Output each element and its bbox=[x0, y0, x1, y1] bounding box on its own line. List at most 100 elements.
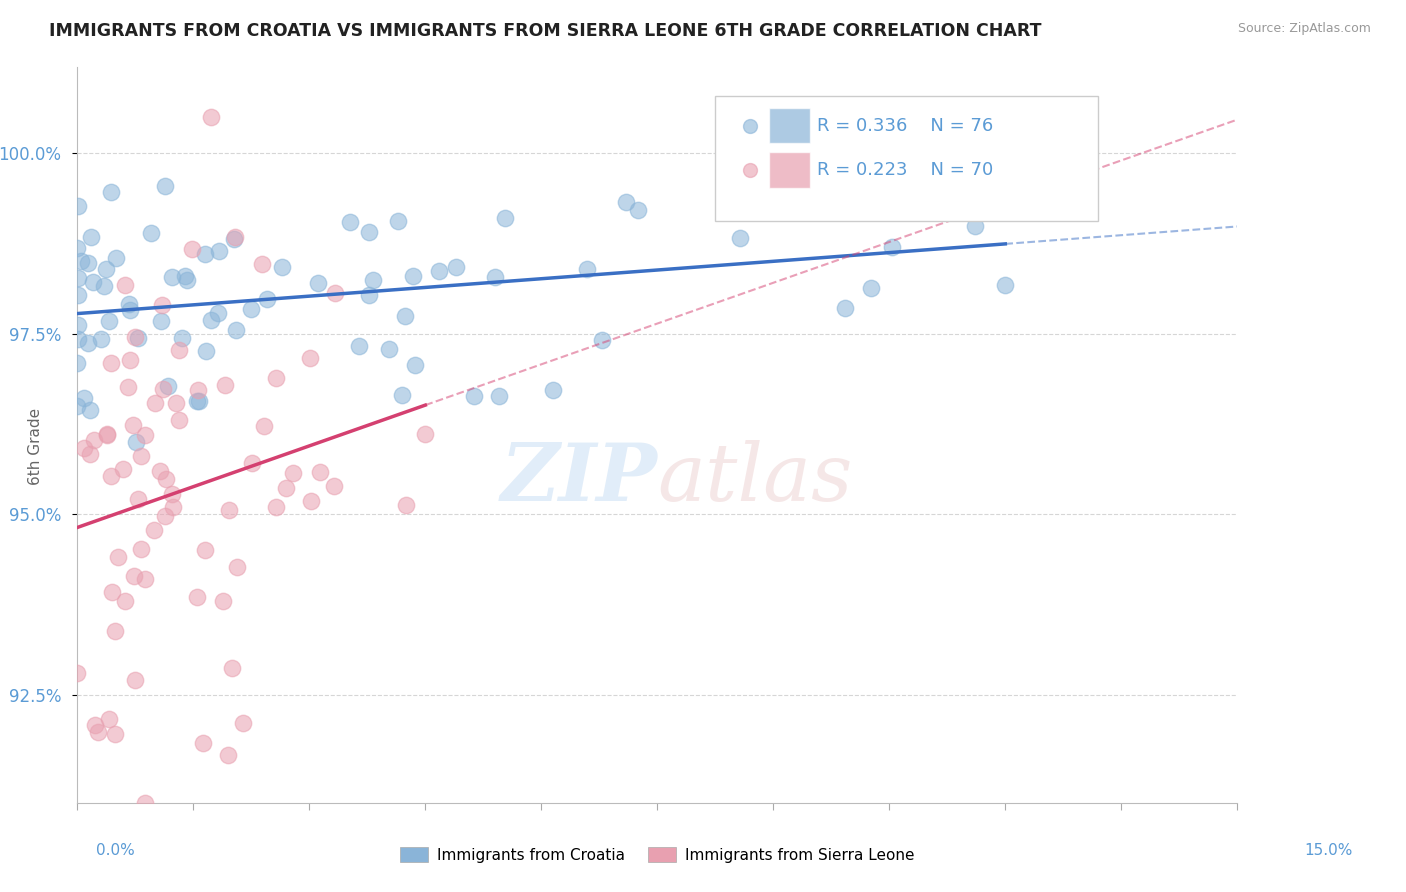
Point bbox=[129, 449, 152, 463]
Point bbox=[93, 279, 115, 293]
Point bbox=[100, 585, 122, 599]
Point bbox=[250, 256, 273, 270]
Point bbox=[96, 427, 118, 442]
Text: R = 0.336    N = 76: R = 0.336 N = 76 bbox=[817, 117, 994, 135]
Point bbox=[299, 351, 322, 365]
Point bbox=[363, 273, 385, 287]
Point bbox=[153, 509, 176, 524]
Text: 15.0%: 15.0% bbox=[1305, 843, 1353, 858]
Point bbox=[152, 382, 174, 396]
Point bbox=[118, 353, 141, 368]
Point bbox=[122, 568, 145, 582]
Point bbox=[207, 306, 229, 320]
Point bbox=[100, 469, 122, 483]
Point bbox=[429, 264, 451, 278]
FancyBboxPatch shape bbox=[769, 108, 810, 144]
Point bbox=[307, 276, 329, 290]
Point bbox=[162, 500, 184, 515]
Point bbox=[103, 727, 125, 741]
Point bbox=[404, 359, 426, 373]
Point bbox=[834, 301, 856, 316]
Point bbox=[224, 230, 246, 244]
Point bbox=[186, 383, 208, 397]
Point bbox=[186, 394, 208, 409]
Point bbox=[160, 487, 183, 501]
Point bbox=[208, 244, 231, 259]
Point bbox=[194, 543, 217, 558]
Point bbox=[614, 195, 637, 210]
Point bbox=[66, 665, 89, 680]
Point bbox=[114, 278, 136, 293]
Point bbox=[100, 356, 122, 370]
Point bbox=[626, 203, 648, 218]
Point bbox=[266, 500, 288, 515]
Point bbox=[240, 301, 263, 316]
Point bbox=[124, 330, 146, 344]
Point bbox=[221, 660, 243, 674]
Point bbox=[67, 318, 90, 332]
Point bbox=[134, 572, 156, 586]
Point bbox=[167, 343, 190, 358]
Point bbox=[79, 447, 101, 461]
Point bbox=[965, 219, 987, 233]
Point bbox=[98, 314, 121, 328]
Point bbox=[541, 383, 564, 397]
Point bbox=[66, 241, 89, 255]
Point bbox=[165, 396, 187, 410]
Point bbox=[264, 371, 287, 385]
Point bbox=[226, 560, 249, 574]
Point bbox=[73, 391, 96, 405]
Point bbox=[852, 186, 875, 200]
Point bbox=[339, 215, 361, 229]
Point bbox=[153, 179, 176, 194]
Point bbox=[357, 225, 380, 239]
Point bbox=[67, 332, 90, 346]
Point bbox=[191, 736, 214, 750]
Text: 0.0%: 0.0% bbox=[96, 843, 135, 858]
Point bbox=[79, 403, 101, 417]
Point bbox=[281, 466, 304, 480]
Point bbox=[323, 285, 346, 300]
Point bbox=[70, 254, 93, 268]
Point bbox=[150, 298, 173, 312]
Point bbox=[127, 492, 149, 507]
Point bbox=[139, 226, 162, 240]
Point bbox=[77, 335, 100, 350]
Point bbox=[145, 395, 167, 409]
Point bbox=[66, 199, 89, 213]
Point bbox=[200, 313, 222, 327]
Point bbox=[67, 271, 90, 285]
Point bbox=[391, 388, 413, 402]
FancyBboxPatch shape bbox=[716, 96, 1098, 221]
Point bbox=[127, 331, 149, 345]
Point bbox=[94, 262, 117, 277]
Legend: Immigrants from Croatia, Immigrants from Sierra Leone: Immigrants from Croatia, Immigrants from… bbox=[394, 840, 921, 869]
Point bbox=[117, 296, 139, 310]
Text: Source: ZipAtlas.com: Source: ZipAtlas.com bbox=[1237, 22, 1371, 36]
Point bbox=[82, 276, 104, 290]
Point bbox=[200, 111, 222, 125]
Point bbox=[271, 260, 294, 274]
Point bbox=[323, 479, 346, 493]
Point bbox=[488, 388, 510, 402]
Point bbox=[172, 331, 194, 345]
Point bbox=[80, 230, 103, 244]
Point bbox=[100, 186, 122, 200]
Point bbox=[112, 461, 135, 475]
Point bbox=[118, 302, 141, 317]
Point bbox=[66, 357, 89, 371]
Point bbox=[484, 269, 506, 284]
Point bbox=[105, 251, 128, 265]
Point bbox=[134, 428, 156, 442]
Point bbox=[134, 796, 156, 810]
Point bbox=[860, 281, 883, 295]
Point bbox=[211, 593, 233, 607]
Point bbox=[83, 433, 105, 447]
Point bbox=[728, 231, 751, 245]
Point bbox=[97, 712, 120, 726]
Point bbox=[413, 426, 436, 441]
FancyBboxPatch shape bbox=[769, 153, 810, 187]
Point bbox=[576, 261, 599, 276]
Point bbox=[125, 435, 148, 450]
Point bbox=[188, 393, 211, 408]
